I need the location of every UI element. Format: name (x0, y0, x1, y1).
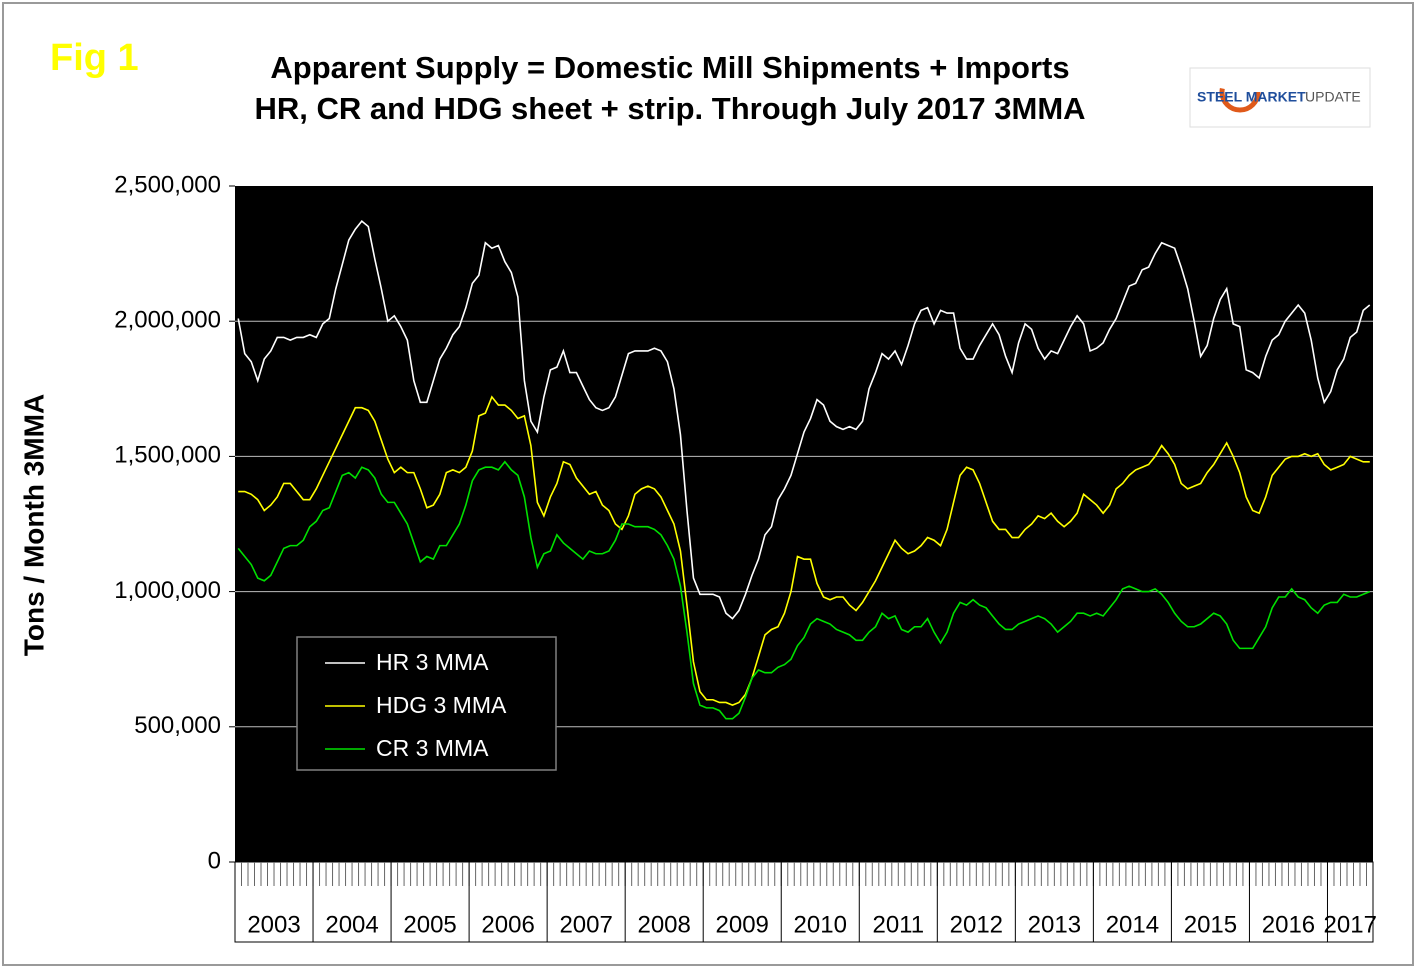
chart-title: HR, CR and HDG sheet + strip. Through Ju… (254, 91, 1085, 126)
x-tick-label: 2008 (637, 911, 690, 938)
x-tick-label: 2010 (794, 911, 847, 938)
x-tick-label: 2005 (403, 911, 456, 938)
logo-text: STEEL MARKET (1197, 89, 1306, 105)
legend-box (296, 636, 557, 771)
x-tick-label: 2017 (1324, 911, 1377, 938)
y-tick-label: 1,000,000 (114, 577, 221, 604)
x-tick-label: 2014 (1106, 911, 1159, 938)
x-tick-label: 2004 (325, 911, 378, 938)
fig-label: Fig 1 (50, 37, 139, 79)
x-tick-label: 2015 (1184, 911, 1237, 938)
logo-arc (1219, 71, 1261, 113)
x-tick-label: 2013 (1028, 911, 1081, 938)
y-tick-label: 1,500,000 (114, 442, 221, 469)
x-tick-label: 2016 (1262, 911, 1315, 938)
x-tick-label: 2006 (481, 911, 534, 938)
y-tick-label: 0 (208, 847, 221, 874)
y-tick-label: 500,000 (134, 712, 221, 739)
line-series (237, 220, 1371, 620)
logo-box (1189, 67, 1371, 128)
y-tick-label: 2,500,000 (114, 171, 221, 198)
x-tick-label: 2011 (872, 911, 924, 938)
chart-title: Apparent Supply = Domestic Mill Shipment… (270, 50, 1069, 85)
x-axis-band (234, 861, 1374, 943)
legend-label: CR 3 MMA (376, 735, 489, 761)
legend-label: HR 3 MMA (376, 649, 489, 675)
x-tick-label: 2003 (247, 911, 300, 938)
x-tick-label: 2012 (950, 911, 1003, 938)
logo: STEEL MARKET UPDATE (1189, 67, 1371, 128)
x-tick-label: 2007 (559, 911, 612, 938)
logo-text: UPDATE (1305, 89, 1361, 105)
legend-label: HDG 3 MMA (376, 692, 507, 718)
y-tick-label: 2,000,000 (114, 307, 221, 334)
x-tick-label: 2009 (716, 911, 769, 938)
y-axis-label: Tons / Month 3MMA (18, 394, 49, 656)
line-series (237, 460, 1371, 720)
line-series (238, 395, 1370, 707)
